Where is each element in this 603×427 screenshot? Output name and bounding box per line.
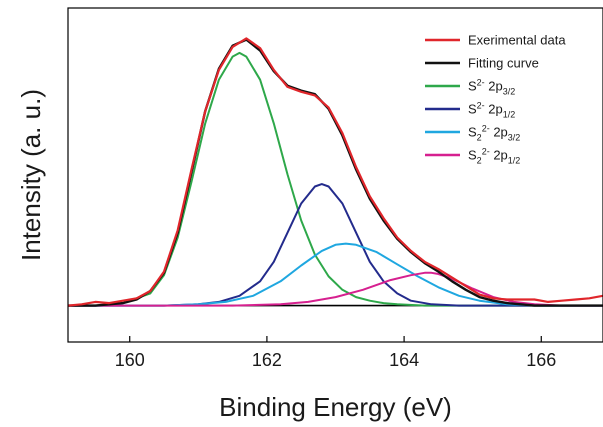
plot-frame [67, 7, 603, 343]
x-tick-label: 164 [389, 350, 419, 370]
x-tick-label: 160 [115, 350, 145, 370]
series-line-s22_32 [68, 242, 603, 307]
legend-label-s2_32: S2- 2p3/2 [468, 78, 515, 97]
x-tick-label: 162 [252, 350, 282, 370]
series-line-fit [68, 38, 603, 307]
legend-label-s22_12: S22- 2p1/2 [468, 147, 520, 166]
series-line-s22_12 [68, 271, 603, 307]
legend-label-fit: Fitting curve [468, 56, 539, 71]
legend-label-exp: Exerimental data [468, 33, 566, 48]
series-line-exp [68, 37, 603, 307]
series-line-s2_32 [68, 51, 603, 307]
plot-area [68, 37, 603, 307]
legend-label-s22_32: S22- 2p3/2 [468, 124, 520, 143]
series-line-s2_12 [68, 183, 603, 307]
x-axis-title: Binding Energy (eV) [219, 392, 452, 422]
x-axis-ticks: 160 162 164 166 [115, 336, 556, 370]
legend: Exerimental data Fitting curve S2- 2p3/2 S2… [425, 33, 566, 166]
legend-label-s2_12: S2- 2p1/2 [468, 101, 515, 120]
y-axis-title: Intensity (a. u.) [16, 89, 46, 261]
x-tick-label: 166 [526, 350, 556, 370]
